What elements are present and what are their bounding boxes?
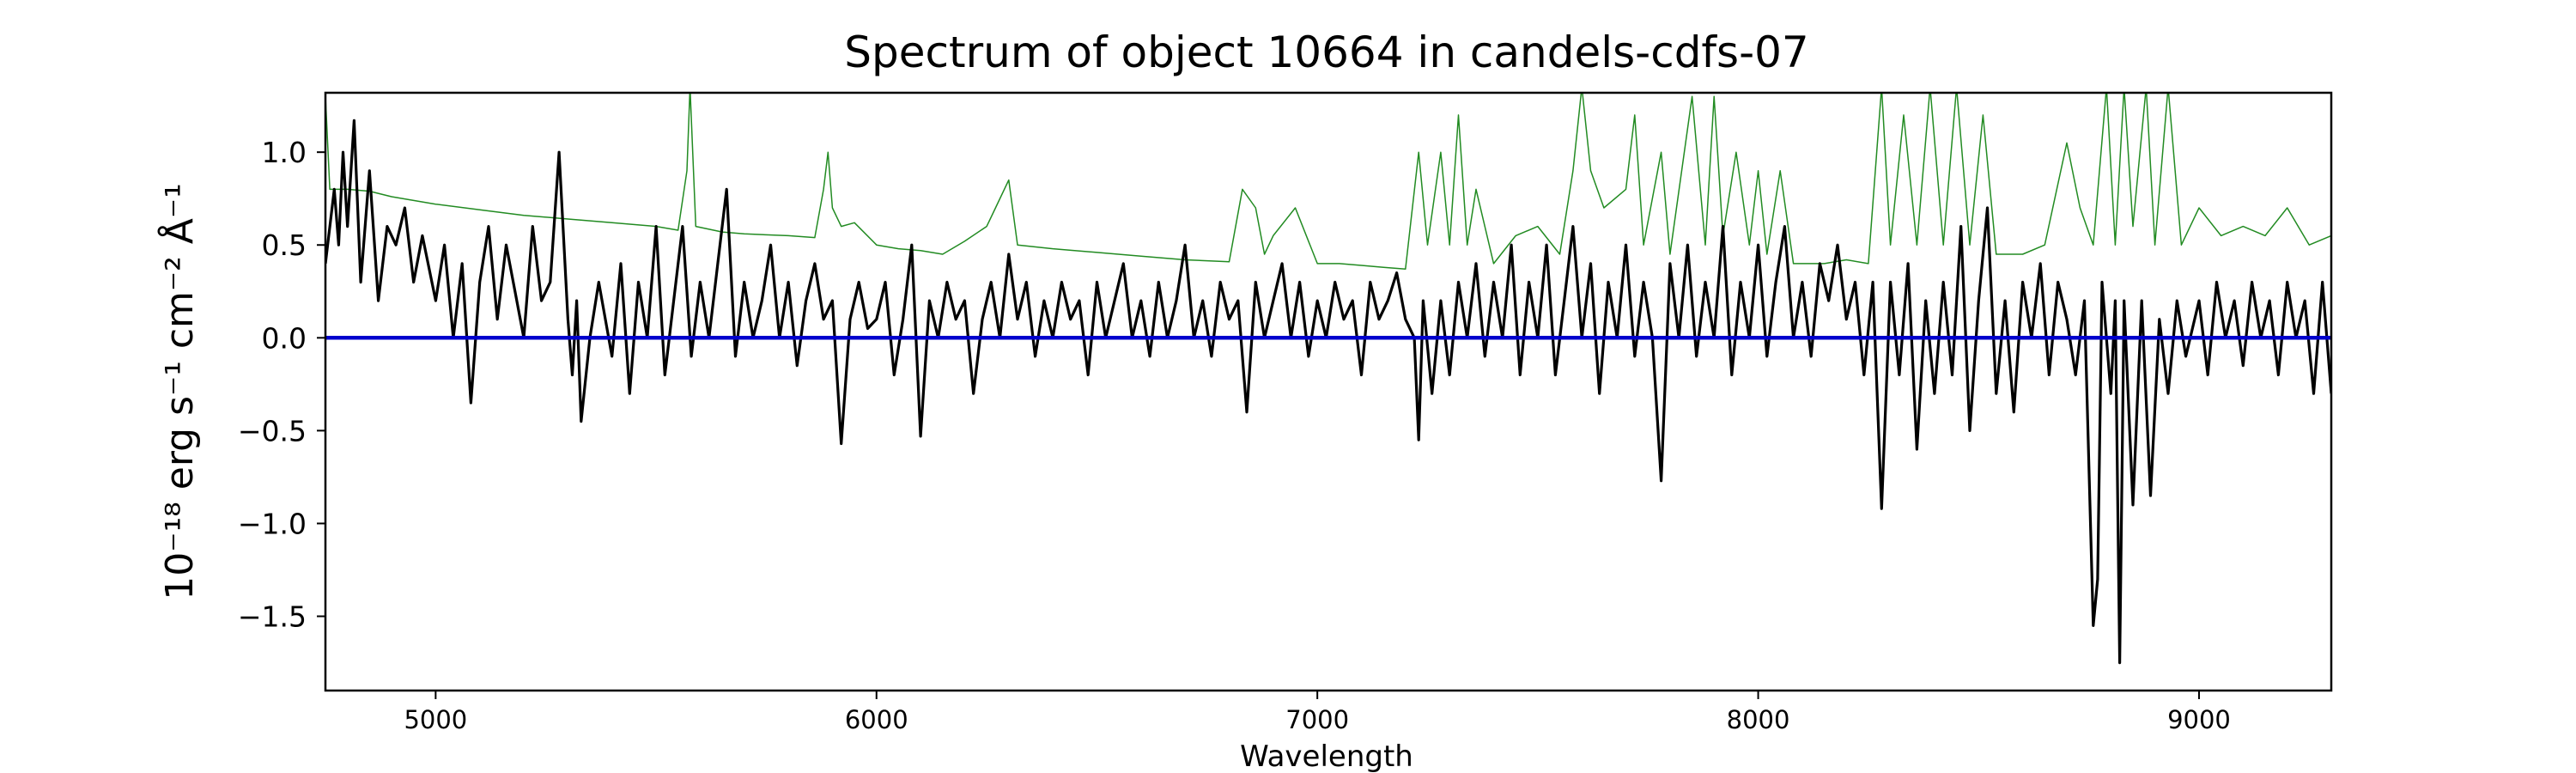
y-tick-label: 0.0 — [262, 321, 307, 355]
x-tick-label: 7000 — [1285, 705, 1349, 734]
model-spectrum-line — [325, 93, 2331, 271]
y-tick-label: 0.5 — [262, 228, 307, 262]
series-layer — [325, 93, 2331, 665]
chart-title: Spectrum of object 10664 in candels-cdfs… — [844, 27, 1809, 77]
plot-frame — [324, 91, 2333, 692]
x-tick-label: 6000 — [845, 705, 908, 734]
y-axis: −1.5 −1.0 −0.5 0.0 0.5 1.0 — [238, 136, 325, 634]
y-tick-label: 1.0 — [262, 136, 307, 169]
y-tick-label: −1.5 — [238, 600, 307, 634]
x-tick-label: 9000 — [2167, 705, 2231, 734]
x-axis-label: Wavelength — [1240, 740, 1413, 773]
observed-spectrum-line — [325, 119, 2331, 665]
x-axis: 5000 6000 7000 8000 9000 — [404, 691, 2231, 734]
y-tick-label: −0.5 — [238, 414, 307, 447]
x-tick-label: 5000 — [404, 705, 467, 734]
x-tick-label: 8000 — [1727, 705, 1790, 734]
y-tick-label: −1.0 — [238, 507, 307, 540]
y-axis-label: 10⁻¹⁸ erg s⁻¹ cm⁻² Å⁻¹ — [156, 183, 202, 600]
